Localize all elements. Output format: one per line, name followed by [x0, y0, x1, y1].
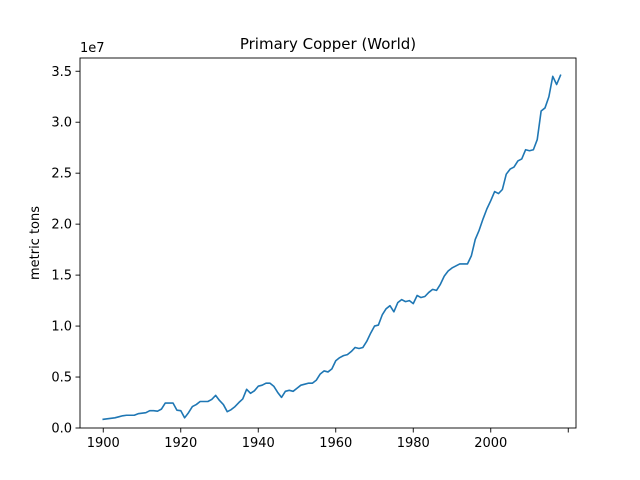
- series-line: [102, 74, 562, 421]
- y-tick-label: 1.0: [51, 320, 72, 335]
- y-tick-label: 0.0: [51, 422, 72, 437]
- y-tick-label: 2.0: [51, 218, 72, 233]
- y-tick-label: 2.5: [51, 167, 72, 182]
- y-tick-label: 3.0: [51, 116, 72, 131]
- y-axis-ticks: 0.0 0.5 1.0 1.5 2.0 2.5 3.0 3.5: [51, 65, 80, 437]
- x-tick-label: 1920: [164, 436, 197, 451]
- y-tick-label: 1.5: [51, 269, 72, 284]
- plot-frame: [79, 57, 577, 429]
- x-axis-ticks: 1900 1920 1940 1960 1980 2000: [87, 428, 569, 451]
- x-tick-label: 1940: [242, 436, 275, 451]
- x-tick-label: 2000: [474, 436, 507, 451]
- y-tick-label: 0.5: [51, 371, 72, 386]
- x-tick-label: 1960: [319, 436, 352, 451]
- x-tick-label: 1980: [397, 436, 430, 451]
- y-tick-label: 3.5: [51, 65, 72, 80]
- x-tick-label: 1900: [87, 436, 120, 451]
- y-offset-label: 1e7: [80, 41, 105, 56]
- y-axis-label: metric tons: [28, 206, 43, 280]
- chart-title: Primary Copper (World): [240, 35, 416, 53]
